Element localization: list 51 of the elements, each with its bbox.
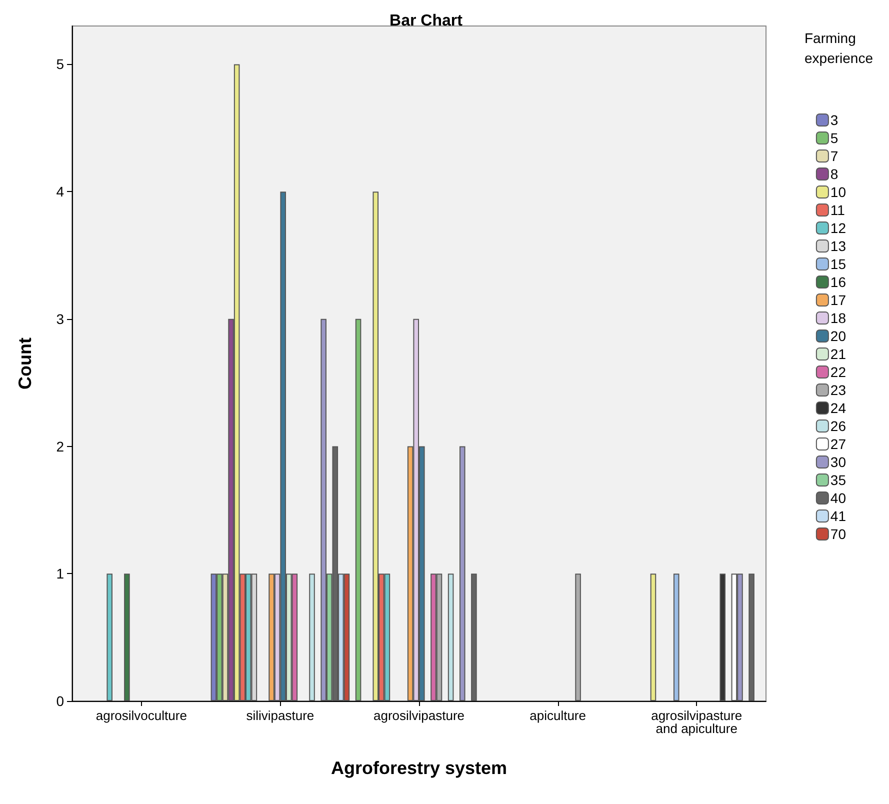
legend-label: 13 (830, 238, 846, 254)
legend-label: 24 (830, 400, 846, 416)
bar (355, 318, 362, 701)
legend-label: 20 (830, 328, 846, 344)
legend-label: 40 (830, 490, 846, 506)
bar (720, 574, 726, 701)
bar (309, 574, 315, 701)
legend-label: 5 (830, 130, 838, 146)
legend-label: 7 (830, 148, 838, 164)
y-tick-label: 4 (56, 184, 64, 200)
x-tick-label: agrosilvipasture and apiculture (651, 708, 742, 736)
bar (748, 574, 754, 701)
y-tick-label: 3 (56, 310, 64, 327)
x-axis-title: Agroforestry system (330, 758, 508, 778)
y-tick-label: 0 (56, 693, 64, 709)
y-tick-label: 5 (56, 56, 64, 72)
y-tick-label: 1 (56, 566, 64, 582)
legend-label: 17 (830, 292, 846, 308)
bar (471, 574, 477, 701)
x-tick-label: agrosilvoculture (96, 708, 187, 723)
legend-label: 26 (830, 418, 846, 434)
y-axis-title: Count (15, 338, 35, 390)
legend-label: 16 (830, 274, 846, 290)
legend-label: 3 (830, 112, 838, 128)
chart-title: Bar Chart (390, 12, 464, 30)
legend-label: 11 (830, 202, 846, 218)
legend-label: 22 (830, 364, 846, 380)
legend-label: 15 (830, 256, 846, 272)
x-tick-label: agrosilvipasture (373, 708, 465, 723)
bar (575, 574, 581, 701)
legend-label: 10 (830, 184, 846, 200)
legend-label: 70 (830, 526, 846, 542)
bar (459, 446, 466, 701)
legend-label: 27 (830, 436, 846, 452)
bar (673, 574, 680, 701)
bar (106, 574, 112, 701)
legend-label: 18 (830, 310, 846, 326)
legend-label: 35 (830, 472, 846, 488)
bar (650, 574, 656, 701)
legend-label: 23 (830, 382, 846, 398)
y-tick-label: 2 (56, 438, 64, 454)
legend-label: 8 (830, 166, 838, 182)
x-tick-label: apiculture (530, 708, 586, 723)
legend-label: 21 (830, 346, 846, 362)
legend-label: 41 (830, 508, 846, 524)
legend-label: 12 (830, 220, 846, 236)
legend-label: 30 (830, 454, 846, 470)
x-tick-label: silivipasture (246, 708, 314, 723)
bar (448, 574, 454, 701)
legend-title: Farming experience (804, 30, 874, 66)
bar (124, 574, 130, 701)
